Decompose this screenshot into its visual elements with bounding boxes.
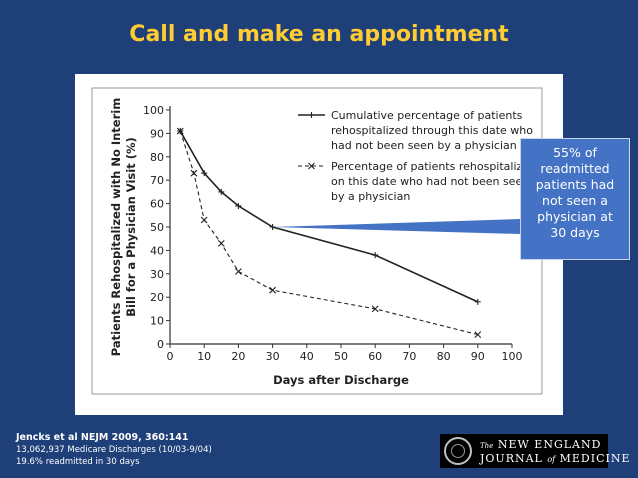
callout-line: physician at [537,209,613,224]
data-point-x-marker [235,268,242,275]
legend-label: on this date who had not been seen [331,175,529,188]
citation-reference: Jencks et al NEJM 2009, 360:141 [16,432,189,443]
chart-panel: 0 10 20 30 40 50 60 70 80 90 100 0 10 20 30 40 50 60 70 80 9… [75,74,563,415]
x-tick-label: 70 [402,350,416,363]
callout-line: not seen a [542,193,608,208]
x-tick-label: 60 [368,350,382,363]
journal-logo-line2: JOURNAL of MEDICINE [480,452,631,465]
data-point-x-marker [371,305,379,313]
callout-line: 30 days [550,225,600,240]
y-tick-label: 70 [150,174,164,187]
x-tick-label: 30 [266,350,280,363]
legend-label: had not been seen by a physician [331,139,517,152]
series-line-2 [179,130,478,336]
x-tick-label: 40 [300,350,314,363]
legend-label: by a physician [331,190,410,203]
data-point-x-marker [217,239,225,247]
y-tick-label: 80 [150,151,164,164]
y-tick-label: 50 [150,221,164,234]
data-point-plus-marker [201,170,208,177]
line-chart: 0 10 20 30 40 50 60 70 80 90 100 0 10 20 30 40 50 60 70 80 9… [91,87,543,395]
y-tick-label: 100 [143,104,164,117]
legend-label: Cumulative percentage of patients [331,109,523,122]
journal-seal-icon [444,437,472,465]
x-tick-label: 10 [197,350,211,363]
y-tick-label: 0 [157,338,164,351]
callout-line: patients had [535,177,615,192]
legend-label: Percentage of patients rehospitalized [331,160,536,173]
legend-label: rehospitalized through this date who [331,124,533,137]
legend-plus-marker [308,112,315,118]
x-tick-label: 50 [334,350,348,363]
journal-logo-line1: The NEW ENGLAND [480,438,602,451]
x-axis-label: Days after Discharge [273,373,409,387]
y-axis-label: Patients Rehospitalized with No Interim [109,98,123,356]
legend-x-marker [308,162,315,170]
callout-line: readmitted [540,161,610,176]
callout-box: 55% of readmitted patients had not seen … [520,138,630,260]
series-line-1 [179,130,479,303]
data-point-x-marker [200,216,208,224]
y-tick-label: 40 [150,244,164,257]
data-point-plus-marker [235,202,242,209]
x-tick-label: 20 [231,350,245,363]
citation-discharges: 13,062,937 Medicare Discharges (10/03-9/… [16,445,212,455]
data-point-x-marker [474,331,482,339]
data-point-plus-marker [218,188,225,195]
y-tick-label: 20 [150,291,164,304]
y-tick-label: 30 [150,268,164,281]
citation-readmitted: 19.6% readmitted in 30 days [16,457,140,467]
data-point-x-marker [269,286,276,294]
callout-pointer [272,219,520,234]
x-tick-label: 100 [502,350,523,363]
data-point-x-marker [190,169,198,177]
y-tick-label: 90 [150,127,164,140]
y-axis-label: Bill for a Physician Visit (%) [124,137,138,317]
y-tick-label: 10 [150,315,164,328]
data-point-plus-marker [474,298,481,305]
journal-logo: The NEW ENGLAND JOURNAL of MEDICINE [440,434,630,468]
slide-title: Call and make an appointment [129,22,509,47]
data-point-plus-marker [372,252,379,259]
x-tick-label: 90 [471,350,485,363]
callout-line: 55% of [553,145,597,160]
x-tick-label: 0 [167,350,174,363]
x-tick-label: 80 [437,350,451,363]
y-tick-label: 60 [150,198,164,211]
data-point-x-marker [176,127,184,135]
citation: Jencks et al NEJM 2009, 360:141 13,062,9… [16,431,212,468]
